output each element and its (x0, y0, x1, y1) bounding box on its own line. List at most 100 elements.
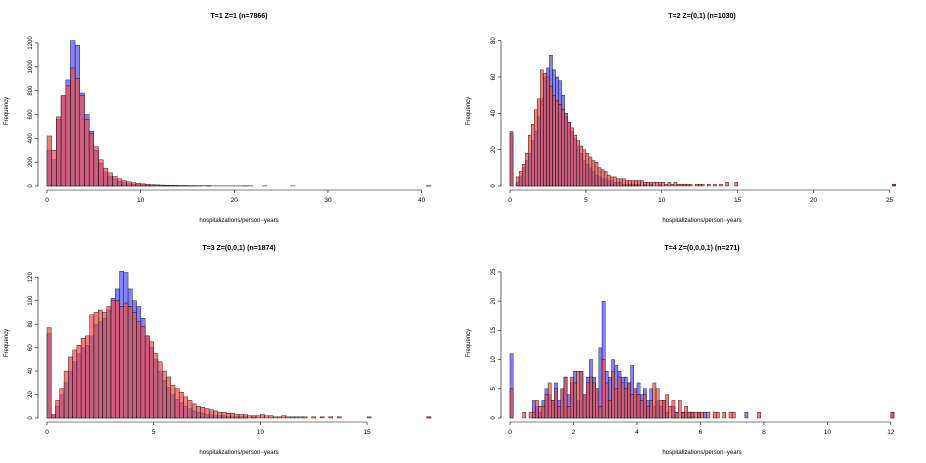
hist-bar-s2 (187, 400, 193, 419)
hist-bar-s2 (166, 376, 171, 419)
plot-area: 0 5 10 15 0 20 40 60 80 100 120 (28, 271, 432, 436)
hist-bar-s2 (174, 388, 180, 419)
hist-bar-s2 (140, 183, 146, 187)
x-tick-label: 5 (152, 429, 156, 436)
hist-bar-s2 (682, 183, 687, 187)
hist-bar-s2 (605, 382, 609, 419)
panel-t1: T=1 Z=1 (n=7866) hospitalizations/person… (4, 13, 432, 224)
x-axis-label: hospitalizations/person−years (662, 450, 741, 456)
y-axis-label: Frequency (4, 329, 10, 357)
hist-bar-s2 (719, 183, 723, 187)
hist-bar-s2 (515, 176, 520, 187)
hist-bar-s2 (540, 69, 544, 187)
hist-bar-s2 (260, 414, 265, 419)
y-axis-label: Frequency (466, 97, 472, 125)
hist-bar-s2 (294, 416, 299, 419)
bars (509, 54, 896, 187)
hist-bar-s2 (272, 416, 278, 419)
hist-bar-s2 (630, 394, 634, 419)
x-tick-label: 0 (508, 197, 512, 204)
hist-bar-s2 (132, 312, 137, 419)
hist-bar-s2 (688, 183, 693, 187)
x-tick-label: 15 (363, 429, 371, 436)
hist-bar-s2 (528, 134, 532, 187)
hist-bar-s2 (298, 416, 304, 419)
hist-bar-s2 (716, 411, 720, 419)
x-tick-label: 8 (762, 429, 766, 436)
hist-bar-s2 (106, 306, 112, 419)
hist-bar-s2 (243, 414, 248, 419)
hist-bar-s2 (183, 396, 188, 419)
hist-bar-s2 (234, 414, 240, 419)
hist-bar-s2 (713, 183, 717, 187)
hist-bar-s2 (582, 394, 587, 419)
hist-bar-s2 (121, 180, 127, 187)
hist-bar-s2 (600, 169, 605, 187)
hist-bar-s2 (102, 312, 107, 419)
hist-bar-s2 (674, 411, 679, 419)
hist-bar-s2 (564, 116, 568, 187)
x-tick-label: 25 (886, 197, 894, 204)
hist-bar-s2 (112, 176, 118, 187)
y-tick-label: 0 (491, 184, 497, 188)
hist-bar-s2 (546, 76, 550, 187)
hist-bar-s2 (570, 376, 574, 419)
hist-bar-s2 (661, 182, 666, 187)
y-axis-label: Frequency (466, 329, 472, 357)
hist-bar-s2 (639, 400, 644, 419)
hist-bar-s2 (153, 353, 159, 419)
hist-bar-s2 (534, 109, 538, 187)
hist-bar-s2 (366, 416, 372, 419)
hist-bar-s2 (225, 413, 231, 419)
hist-bar-s2 (595, 388, 600, 419)
bars (46, 271, 432, 419)
hist-bar-s2 (643, 394, 647, 419)
hist-bar-s2 (573, 134, 577, 187)
hist-bar-s2 (707, 183, 711, 187)
hist-bar-s2 (582, 149, 587, 187)
hist-bar-s2 (144, 335, 150, 419)
y-tick-label: 100 (28, 295, 34, 306)
hist-bar-s2 (149, 341, 154, 419)
hist-bar-s2 (110, 300, 116, 419)
x-tick-label: 20 (810, 197, 818, 204)
hist-bar-s2 (238, 414, 244, 419)
hist-bar-s2 (149, 184, 155, 187)
hist-bar-s2 (154, 184, 160, 187)
hist-bar-s2 (687, 411, 692, 419)
hist-bar-s2 (123, 302, 129, 419)
hist-bar-s2 (563, 376, 568, 419)
hist-bar-s2 (694, 183, 699, 187)
y-tick-label: 0 (491, 416, 497, 420)
hist-bar-s2 (588, 156, 593, 187)
hist-bar-s2 (640, 180, 644, 187)
x-tick-label: 10 (824, 429, 832, 436)
hist-bar-s2 (547, 382, 552, 419)
hist-bar-s2 (196, 406, 201, 419)
hist-bar-s2 (117, 178, 123, 187)
hist-bar-s2 (535, 400, 539, 419)
hist-bar-s2 (601, 359, 606, 419)
hist-bar-s2 (60, 95, 66, 187)
hist-bar-s2 (722, 411, 727, 419)
hist-bar-s2 (637, 180, 641, 187)
hist-bar-s2 (268, 415, 274, 419)
hist-bar-s2 (173, 185, 179, 187)
hist-bar-s2 (592, 382, 596, 419)
hist-bar-s2 (728, 411, 733, 419)
hist-bar-s2 (290, 416, 295, 419)
y-tick-label: 80 (491, 37, 497, 44)
hist-bar-s2 (585, 153, 590, 187)
hist-bar-s2 (700, 411, 704, 419)
hist-bar-s2 (68, 356, 73, 419)
hist-bar-s2 (558, 104, 562, 187)
hist-bar-s2 (554, 388, 558, 419)
x-tick-label: 0 (508, 429, 512, 436)
hist-bar-s2 (76, 345, 82, 419)
panel-title: T=2 Z=(0,1) (n=1030) (668, 13, 736, 20)
hist-bar-s2 (549, 85, 553, 187)
hist-bar-s2 (566, 406, 571, 419)
hist-bar-s2 (509, 388, 514, 419)
hist-bar-s2 (624, 388, 628, 419)
x-tick-label: 0 (45, 197, 49, 204)
